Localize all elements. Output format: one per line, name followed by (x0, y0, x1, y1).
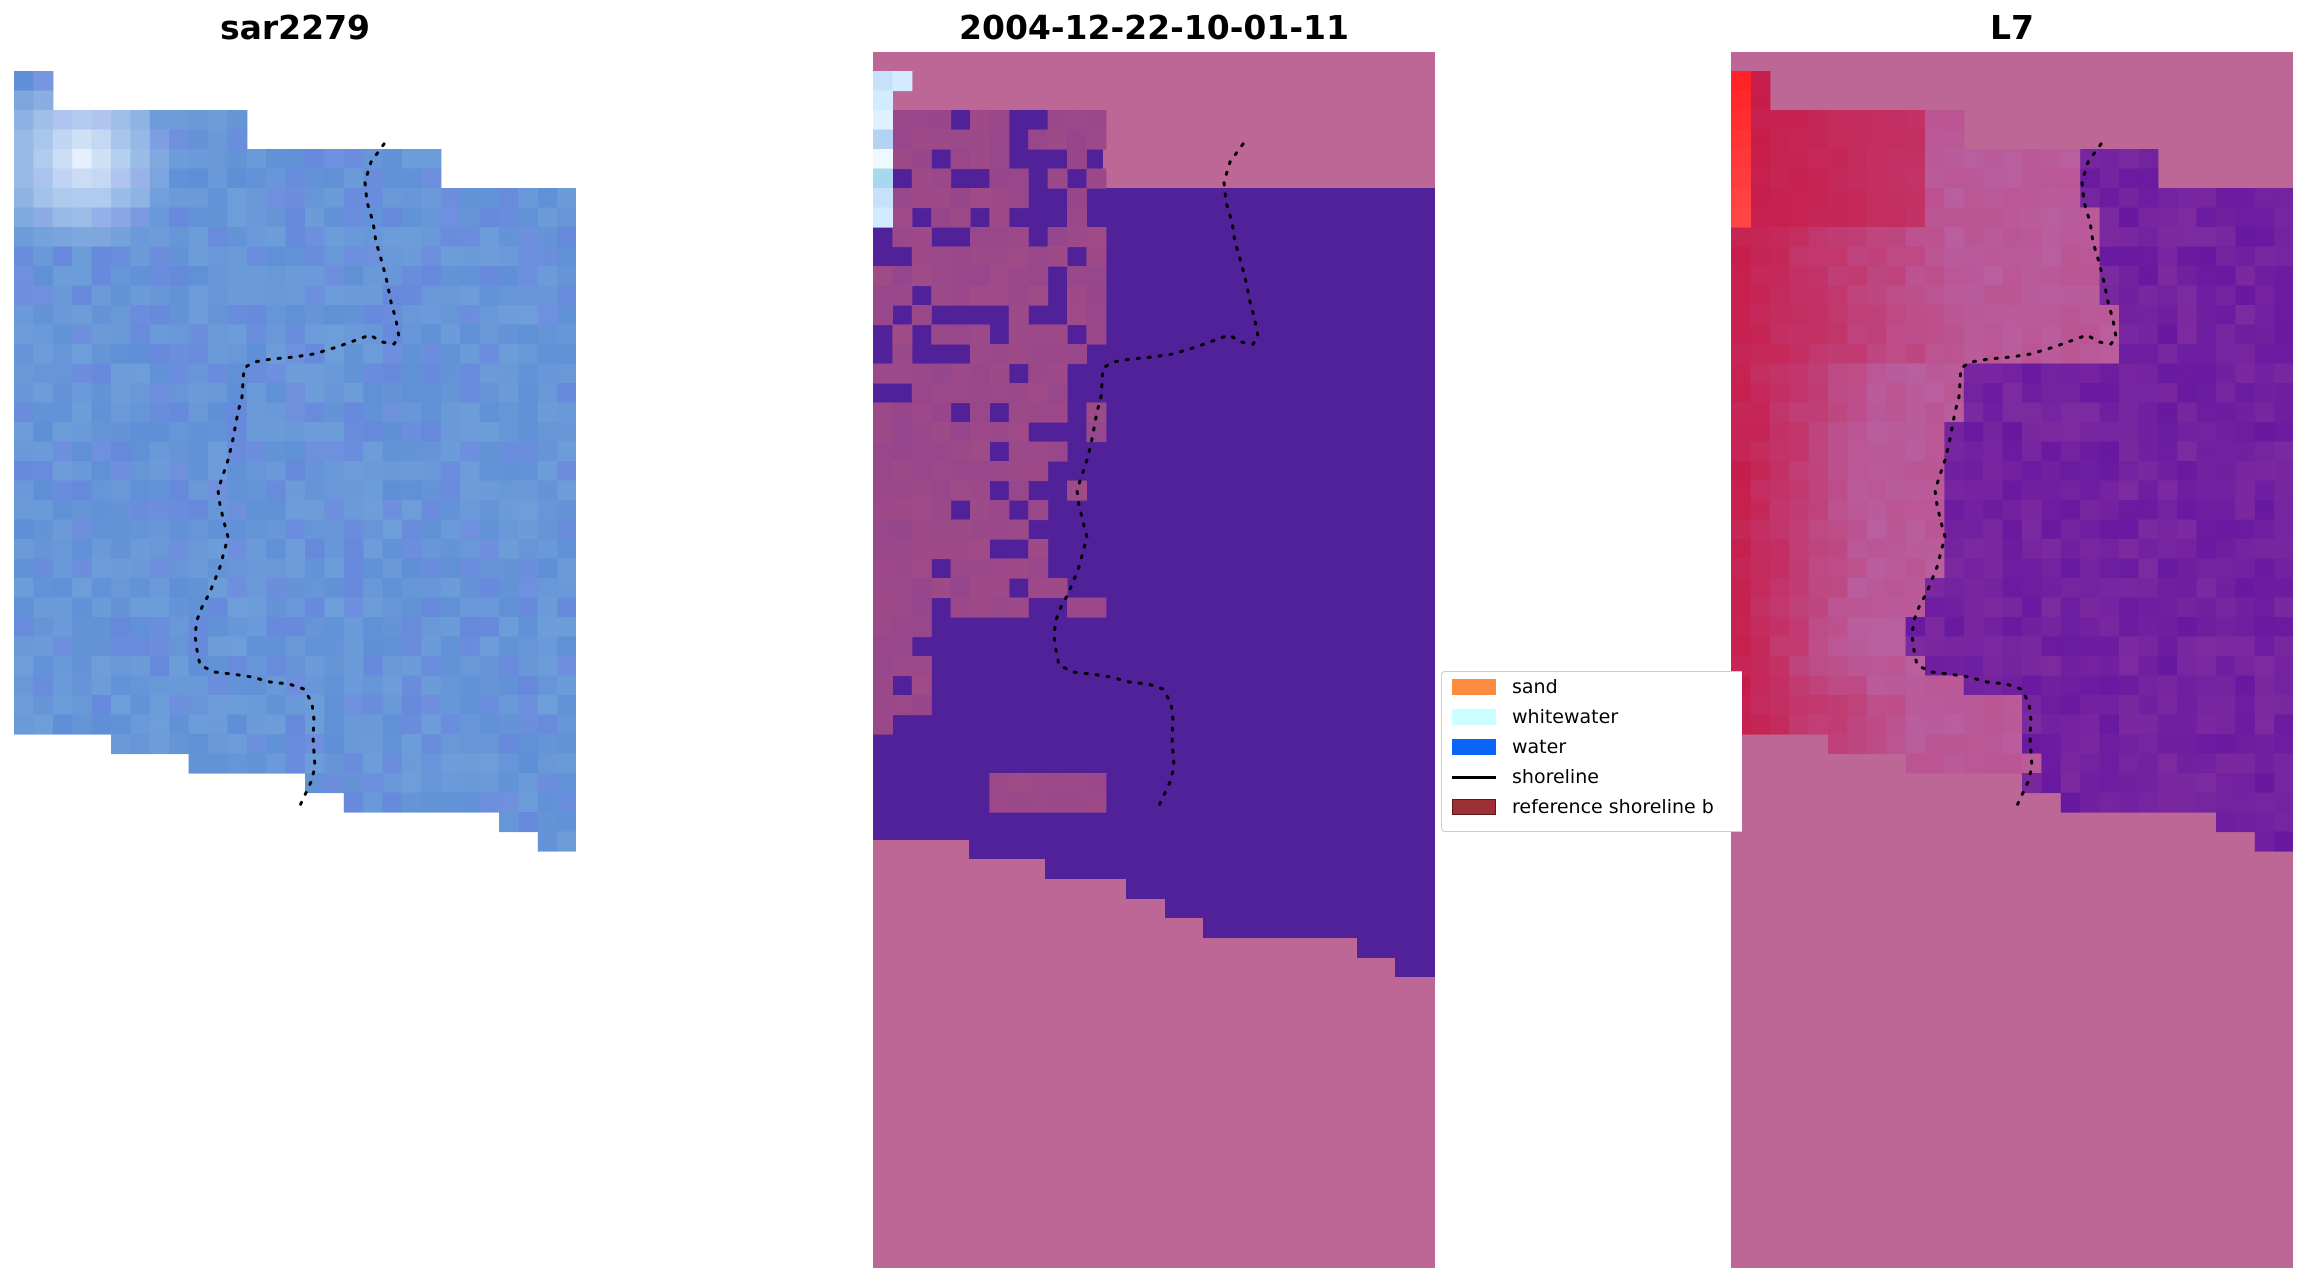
red-index-pixel (1731, 90, 1751, 111)
shoreline-line (193, 142, 401, 814)
shoreline-line-swatch (1452, 775, 1496, 779)
whitewater-pixel (873, 90, 893, 111)
panel-title-satellite: L7 (1990, 8, 2034, 47)
red-index-pixel (1731, 188, 1751, 209)
whitewater-pixel (873, 168, 893, 189)
legend-item-reference-shoreline: reference shoreline b (1452, 796, 1714, 818)
land-pixel-grid (873, 110, 1107, 813)
legend-label: water (1512, 736, 1567, 758)
legend-item-water: water (1452, 736, 1566, 758)
legend-label: whitewater (1512, 706, 1619, 728)
whitewater-pixels (873, 71, 913, 228)
whitewater-pixel (873, 188, 893, 209)
legend-label: shoreline (1512, 766, 1599, 788)
legend-label: reference shoreline b (1512, 796, 1714, 818)
water-swatch (1452, 739, 1496, 755)
whitewater-pixel (873, 207, 893, 228)
index-pixel-grid (1731, 71, 2293, 852)
panel-title-rgb: sar2279 (219, 8, 371, 47)
legend-item-sand: sand (1452, 676, 1558, 698)
rgb-pixel-grid (14, 71, 576, 852)
red-index-pixel (1731, 149, 1751, 170)
red-index-pixel (1731, 71, 1751, 92)
whitewater-pixel (873, 149, 893, 170)
red-index-pixel (1731, 207, 1751, 228)
whitewater-pixel (892, 71, 913, 92)
rgb-image-plot (14, 71, 576, 852)
reference-shoreline-swatch (1452, 799, 1496, 815)
red-index-pixel (1731, 110, 1751, 131)
whitewater-pixel (873, 71, 893, 92)
whitewater-pixel (873, 129, 893, 150)
red-index-pixel (1731, 168, 1751, 189)
whitewater-swatch (1452, 709, 1496, 725)
legend-item-whitewater: whitewater (1452, 706, 1618, 728)
shoreline-line (1910, 142, 2118, 814)
legend-item-shoreline: shoreline (1452, 766, 1599, 788)
sand-swatch (1452, 679, 1496, 695)
panel-title-date: 2004-12-22-10-01-11 (959, 8, 1349, 47)
whitewater-pixel (873, 110, 893, 131)
classification-panel (873, 52, 1435, 1268)
red-index-pixel (1731, 129, 1751, 150)
rgb-image-panel (14, 52, 576, 1268)
legend: sand whitewater water shoreline referenc… (1441, 671, 1742, 832)
index-plot (1731, 52, 2293, 1268)
shoreline-line (1052, 142, 1260, 814)
index-panel (1731, 52, 2293, 1268)
classification-plot (873, 52, 1435, 1268)
legend-label: sand (1512, 676, 1558, 698)
